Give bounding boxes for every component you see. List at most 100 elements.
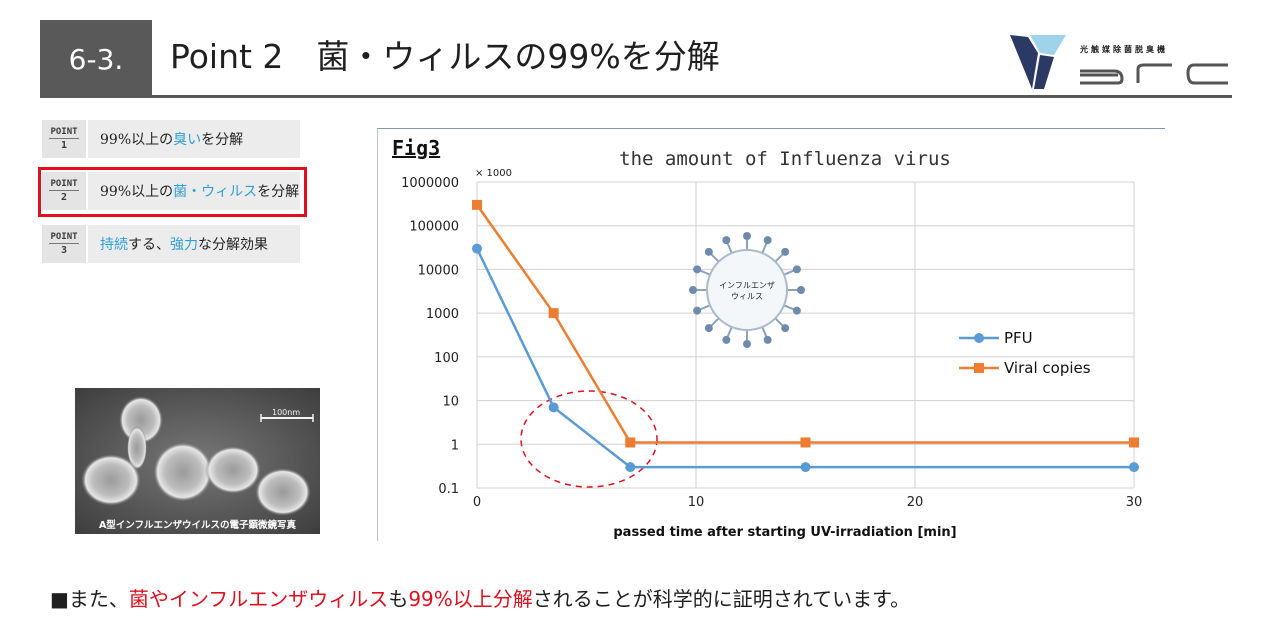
- point-badge-word: POINT: [49, 178, 79, 191]
- point-badge: POINT 3: [42, 225, 86, 263]
- x-tick-label: 0: [473, 495, 481, 510]
- data-point-viral-copies: [625, 437, 636, 448]
- virus-label-line2: ウィルス: [731, 292, 763, 301]
- virus-micrograph-image: [75, 388, 320, 534]
- virus-spike-tip: [693, 306, 702, 315]
- virus-spike-tip: [743, 340, 751, 348]
- logo-tagline: 光触媒除菌脱臭機: [1080, 45, 1168, 54]
- section-number-badge: 6-3.: [40, 20, 152, 98]
- section-number: 6-3.: [68, 42, 124, 76]
- point-item-1: POINT 1 99%以上の 臭い を分解: [42, 120, 300, 158]
- note-suffix: されることが科学的に証明されています。: [532, 587, 911, 611]
- figure-label: Fig3: [392, 136, 441, 160]
- virus-spike-tip: [792, 265, 801, 274]
- virus-spike-tip: [797, 286, 805, 294]
- point-text-post: を分解: [201, 132, 244, 148]
- y-tick-label: 1: [451, 438, 459, 453]
- point-text-pre: 99%以上の: [100, 184, 174, 200]
- logo-mark-icon: [1010, 35, 1066, 89]
- point-badge: POINT 1: [42, 120, 86, 158]
- series-line-viral-copies: [475, 204, 1134, 444]
- point-badge-number: 1: [60, 139, 68, 151]
- point-badge-word: POINT: [49, 126, 79, 139]
- y-tick-label: 100000: [409, 220, 459, 235]
- point-2-highlight-frame: [38, 167, 307, 217]
- virus-label-line1: インフルエンザ: [719, 281, 775, 290]
- virus-spike-tip: [763, 335, 772, 344]
- chart-legend: PFU Viral copies: [959, 329, 1091, 377]
- legend-marker: [974, 363, 984, 373]
- virus-spike-tip: [781, 324, 790, 333]
- unit-note: × 1000: [475, 168, 513, 179]
- y-tick-label: 10000: [418, 263, 459, 278]
- y-tick-label: 1000000: [401, 176, 459, 191]
- point-text: 99%以上の 菌・ウィルス を分解: [88, 172, 300, 210]
- point-badge-number: 3: [60, 244, 68, 256]
- x-axis-label: passed time after starting UV-irradiatio…: [613, 525, 956, 540]
- influenza-virus-icon: インフルエンザウィルス: [689, 232, 805, 348]
- x-tick-label: 10: [688, 495, 705, 510]
- point-text-highlight-2: 強力: [170, 237, 198, 253]
- logo-wordmark: [1080, 63, 1228, 85]
- drop-highlight-ellipse: [520, 390, 658, 488]
- virus-spike-tip: [704, 324, 713, 333]
- virus-spike-tip: [792, 306, 801, 315]
- y-tick-label: 100: [434, 351, 459, 366]
- data-point-viral-copies: [800, 437, 811, 448]
- point-item-3: POINT 3 持続 する、 強力 な分解効果: [42, 225, 300, 263]
- y-tick-label: 1000: [426, 307, 459, 322]
- legend-label: Viral copies: [1004, 359, 1091, 377]
- y-axis-ticks: 1000000 100000 10000 1000 100 10 1 0.1: [401, 176, 459, 497]
- x-axis-ticks: 0 10 20 30: [473, 495, 1142, 510]
- point-badge-word: POINT: [49, 231, 79, 244]
- chart-grid: [476, 181, 1135, 489]
- point-text-highlight: 臭い: [173, 132, 202, 148]
- virus-spike-tip: [743, 232, 751, 240]
- chart-title: the amount of Influenza virus: [619, 148, 951, 170]
- data-point-pfu: [472, 243, 482, 254]
- footer-note: ■また、菌やインフルエンザウィルスも99%以上分解されることが科学的に証明されて…: [50, 583, 910, 612]
- virus-spike-tip: [722, 335, 731, 344]
- point-text-mid: する、: [128, 237, 170, 253]
- electron-micrograph-photo: 100nm A型インフルエンザウイルスの電子顕微鏡写真: [75, 388, 320, 534]
- point-badge-number: 2: [60, 191, 68, 203]
- note-mid: も: [388, 587, 409, 611]
- y-tick-label: 10: [442, 395, 459, 410]
- point-text-post: を分解: [257, 184, 300, 200]
- point-item-2: POINT 2 99%以上の 菌・ウィルス を分解: [42, 172, 300, 210]
- data-point-viral-copies: [548, 308, 559, 319]
- photo-caption: A型インフルエンザウイルスの電子顕微鏡写真: [98, 520, 297, 531]
- note-highlight-1: 菌やインフルエンザウィルス: [128, 587, 389, 611]
- legend-label: PFU: [1004, 329, 1033, 347]
- point-text: 99%以上の 臭い を分解: [88, 120, 300, 158]
- data-point-pfu: [548, 402, 559, 413]
- arc-logo: [1010, 35, 1228, 89]
- virus-spike-tip: [689, 286, 697, 294]
- note-prefix: ■また、: [50, 587, 129, 611]
- data-point-pfu: [800, 462, 811, 473]
- header-divider: [40, 95, 1232, 98]
- page-title: Point 2 菌・ウィルスの99%を分解: [170, 37, 720, 76]
- virus-spike-tip: [763, 236, 772, 245]
- data-point-pfu: [625, 462, 636, 473]
- series-line-pfu: [475, 248, 1134, 469]
- virus-spike-tip: [704, 247, 713, 256]
- point-text: 持続 する、 強力 な分解効果: [88, 225, 300, 263]
- chart-series: [472, 199, 1139, 473]
- x-tick-label: 20: [907, 495, 924, 510]
- point-text-post: な分解効果: [198, 237, 268, 253]
- y-tick-label: 0.1: [438, 482, 459, 497]
- point-badge: POINT 2: [42, 172, 86, 210]
- virus-spike-tip: [693, 265, 702, 274]
- virus-spike-tip: [722, 236, 731, 245]
- data-point-viral-copies: [1129, 437, 1139, 448]
- legend-marker: [974, 333, 984, 343]
- data-point-viral-copies: [472, 199, 482, 210]
- data-point-pfu: [1129, 462, 1139, 473]
- chart-panel: [377, 128, 1165, 541]
- point-text-pre: 99%以上の: [100, 132, 174, 148]
- x-tick-label: 30: [1126, 495, 1143, 510]
- virus-spike-tip: [781, 247, 790, 256]
- virus-body: [706, 249, 788, 331]
